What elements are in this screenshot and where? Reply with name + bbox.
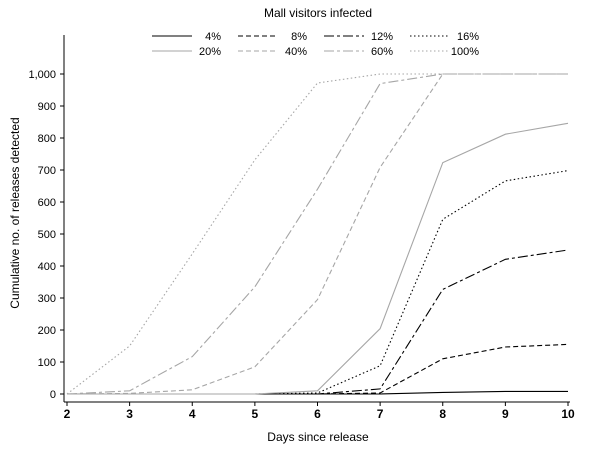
legend-label: 4% bbox=[205, 31, 221, 43]
x-axis-ticks: 2 3 4 5 6 7 8 9 10 bbox=[64, 402, 575, 421]
series-line-20pct bbox=[67, 122, 569, 395]
legend-label: 40% bbox=[285, 46, 307, 58]
y-tick-label: 600 bbox=[38, 197, 56, 209]
y-tick-label: 400 bbox=[38, 261, 56, 273]
x-axis-label: Days since release bbox=[267, 430, 369, 444]
legend-label: 20% bbox=[199, 46, 221, 58]
series-line-100pct bbox=[66, 73, 568, 395]
legend-label: 16% bbox=[457, 31, 479, 43]
x-tick-label: 9 bbox=[502, 407, 509, 421]
series-line-40pct bbox=[66, 73, 568, 395]
y-tick-label: 300 bbox=[38, 293, 56, 305]
series-line-16pct bbox=[67, 170, 569, 395]
y-tick-label: 700 bbox=[38, 165, 56, 177]
y-tick-label: 500 bbox=[38, 229, 56, 241]
x-tick-label: 10 bbox=[561, 407, 575, 421]
chart-title: Mall visitors infected bbox=[264, 6, 372, 20]
legend-label: 60% bbox=[371, 46, 393, 58]
legend-label: 100% bbox=[451, 46, 479, 58]
x-tick-label: 4 bbox=[189, 407, 196, 421]
y-tick-label: 200 bbox=[38, 325, 56, 337]
legend-label: 8% bbox=[291, 31, 307, 43]
x-tick-label: 2 bbox=[64, 407, 71, 421]
legend-label: 12% bbox=[371, 31, 393, 43]
x-tick-label: 3 bbox=[126, 407, 133, 421]
y-tick-label: 0 bbox=[50, 389, 56, 401]
x-tick-label: 8 bbox=[439, 407, 446, 421]
y-axis-label: Cumulative no. of releases detected bbox=[8, 117, 22, 308]
x-tick-label: 7 bbox=[377, 407, 384, 421]
x-tick-label: 6 bbox=[314, 407, 321, 421]
y-tick-label: 1,000 bbox=[28, 69, 56, 81]
y-axis-ticks: 0 100 200 300 400 500 600 700 800 900 1,000 bbox=[28, 69, 64, 401]
y-tick-label: 800 bbox=[38, 133, 56, 145]
series-line-8pct bbox=[67, 343, 569, 395]
series-line-60pct bbox=[66, 73, 568, 395]
series-lines bbox=[66, 73, 569, 395]
legend: 4% 8% 12% 16% 20% 40% 60% 100% bbox=[152, 31, 479, 58]
series-line-12pct bbox=[67, 249, 569, 395]
y-tick-label: 100 bbox=[38, 357, 56, 369]
x-tick-label: 5 bbox=[252, 407, 259, 421]
y-tick-label: 900 bbox=[38, 101, 56, 113]
